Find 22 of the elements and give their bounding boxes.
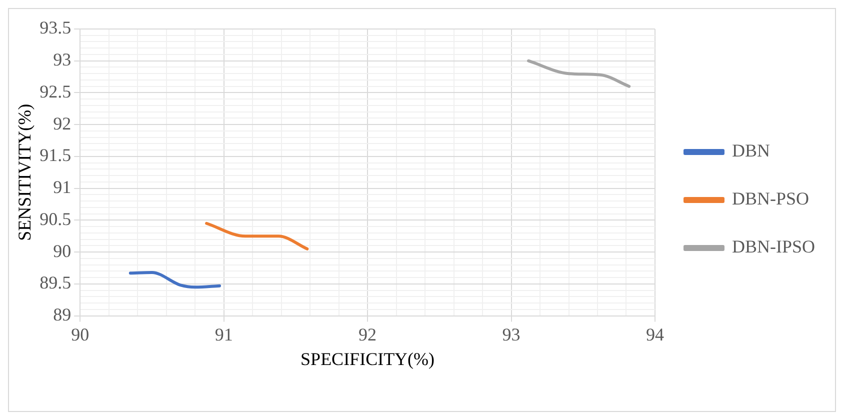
line-series xyxy=(128,270,222,289)
line-series xyxy=(527,59,631,88)
x-tick-label: 93 xyxy=(502,324,520,344)
y-tick-label: 91 xyxy=(53,177,72,198)
y-axis-title: SENSITIVITY(%) xyxy=(14,104,35,241)
y-tick-label: 92 xyxy=(53,113,72,134)
x-axis-title: SPECIFICITY(%) xyxy=(300,348,435,369)
legend-label: DBN-PSO xyxy=(732,188,810,209)
y-tick-label: 93 xyxy=(53,50,72,70)
y-tick-label: 89 xyxy=(53,304,72,325)
legend-label: DBN xyxy=(732,140,770,161)
x-tick-label: 92 xyxy=(358,324,377,344)
x-tick-label: 94 xyxy=(646,324,664,344)
y-tick-label: 92.5 xyxy=(40,81,72,102)
y-tick-label: 89.5 xyxy=(40,272,72,293)
y-tick-label: 90 xyxy=(53,240,72,261)
legend-label: DBN-IPSO xyxy=(732,236,816,257)
x-tick-label: 91 xyxy=(214,324,233,344)
y-tick-label: 93.5 xyxy=(40,18,72,38)
y-tick-label: 91.5 xyxy=(40,145,72,166)
x-tick-label: 90 xyxy=(71,324,90,344)
y-tick-label: 90.5 xyxy=(40,208,72,229)
